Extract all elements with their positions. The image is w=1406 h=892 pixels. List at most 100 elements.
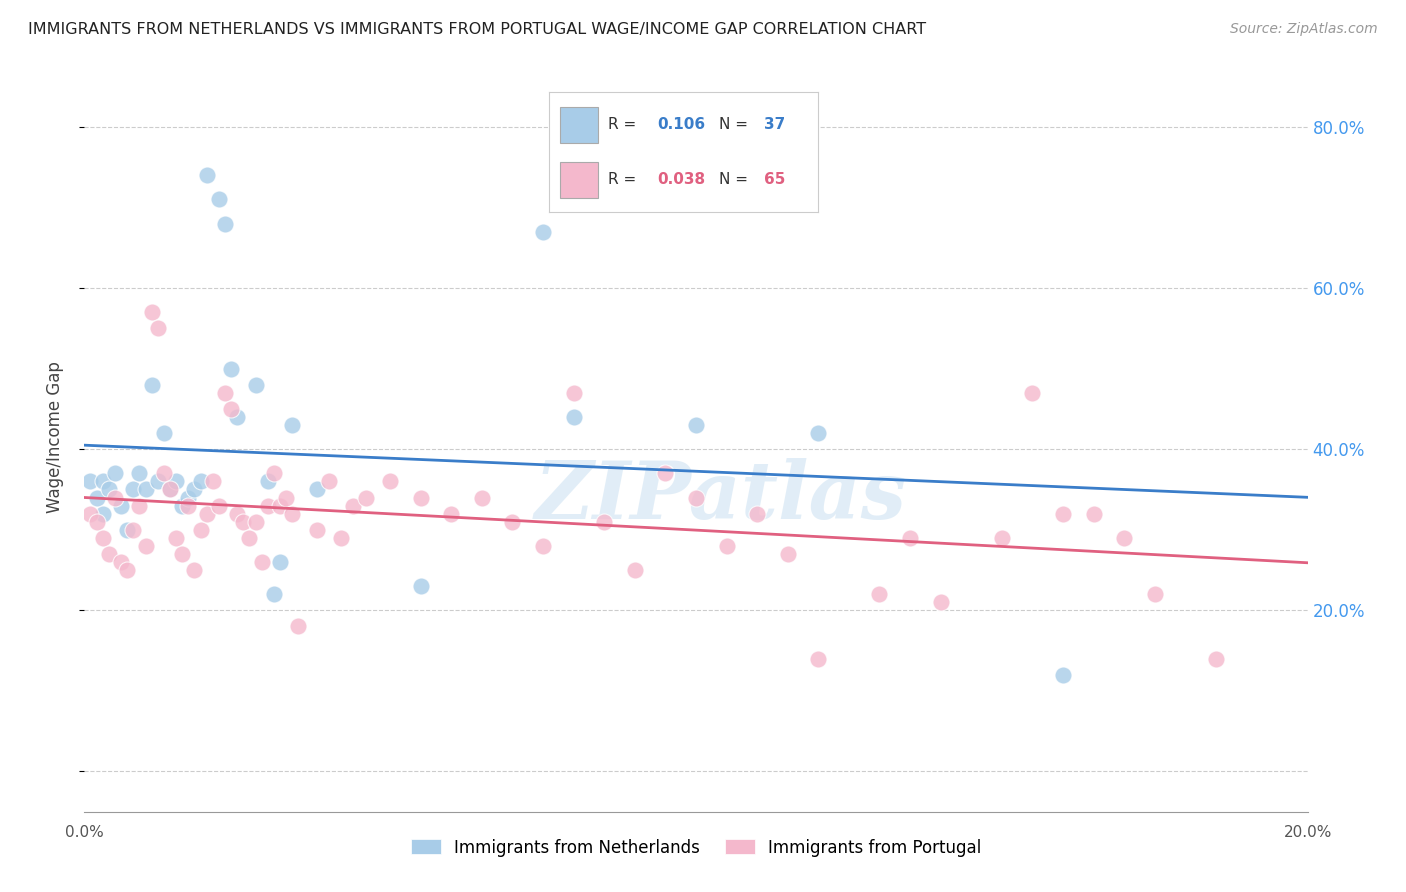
Point (177, 491, 200, 505)
Point (195, 507, 218, 521)
Text: Source: ZipAtlas.com: Source: ZipAtlas.com (1230, 22, 1378, 37)
Point (153, 467, 176, 481)
Point (79, 507, 101, 521)
Point (245, 377, 267, 392)
Point (91, 531, 114, 545)
Point (128, 499, 150, 513)
Point (190, 475, 212, 489)
Point (305, 483, 328, 497)
Point (257, 499, 280, 513)
Point (1052, 507, 1074, 521)
Point (330, 531, 353, 545)
Point (97, 483, 120, 497)
Point (991, 531, 1014, 545)
Point (226, 507, 249, 521)
Point (531, 225, 554, 239)
Point (165, 531, 187, 545)
Point (562, 409, 585, 424)
Point (97, 547, 120, 561)
Point (165, 475, 187, 489)
Point (159, 483, 181, 497)
Point (281, 417, 304, 432)
Point (747, 507, 769, 521)
Point (183, 563, 205, 577)
Point (409, 491, 432, 505)
Point (305, 523, 328, 537)
Point (115, 523, 138, 537)
Point (214, 217, 236, 231)
Point (257, 475, 280, 489)
Point (214, 385, 236, 400)
Point (86, 491, 108, 505)
Point (354, 491, 377, 505)
Point (135, 483, 157, 497)
Point (898, 531, 921, 545)
Point (232, 515, 254, 529)
Point (115, 563, 138, 577)
Point (716, 539, 738, 553)
Point (380, 475, 402, 489)
Point (79, 475, 101, 489)
Point (685, 417, 707, 432)
Point (122, 523, 145, 537)
Point (1143, 587, 1166, 601)
Point (1021, 385, 1043, 400)
Point (141, 305, 163, 319)
Text: ZIPatlas: ZIPatlas (534, 458, 907, 536)
Point (91, 507, 114, 521)
Point (146, 321, 169, 335)
Point (263, 467, 285, 481)
Point (685, 491, 707, 505)
Point (269, 499, 291, 513)
Point (562, 385, 585, 400)
Point (141, 377, 163, 392)
Point (409, 579, 432, 593)
Point (219, 361, 242, 376)
Point (86, 515, 108, 529)
Point (208, 193, 231, 207)
Text: IMMIGRANTS FROM NETHERLANDS VS IMMIGRANTS FROM PORTUGAL WAGE/INCOME GAP CORRELAT: IMMIGRANTS FROM NETHERLANDS VS IMMIGRANT… (28, 22, 927, 37)
Point (201, 475, 224, 489)
Point (1205, 651, 1227, 665)
Point (342, 499, 364, 513)
Legend: Immigrants from Netherlands, Immigrants from Portugal: Immigrants from Netherlands, Immigrants … (404, 832, 988, 863)
Point (238, 531, 260, 545)
Point (531, 539, 554, 553)
Point (654, 467, 676, 481)
Point (190, 523, 212, 537)
Point (183, 483, 205, 497)
Point (146, 475, 169, 489)
Y-axis label: Wage/Income Gap: Wage/Income Gap (45, 361, 63, 513)
Point (110, 499, 132, 513)
Point (91, 475, 114, 489)
Point (208, 499, 231, 513)
Point (276, 491, 298, 505)
Point (263, 587, 285, 601)
Point (195, 168, 218, 182)
Point (807, 651, 830, 665)
Point (110, 555, 132, 569)
Point (807, 425, 830, 440)
Point (281, 507, 304, 521)
Point (287, 619, 309, 633)
Point (776, 547, 799, 561)
Point (471, 491, 494, 505)
Point (245, 515, 267, 529)
Point (869, 587, 891, 601)
Point (122, 483, 145, 497)
Point (269, 555, 291, 569)
Point (128, 467, 150, 481)
Point (219, 401, 242, 416)
Point (1052, 667, 1074, 681)
Point (153, 425, 176, 440)
Point (226, 409, 249, 424)
Point (172, 499, 194, 513)
Point (177, 499, 200, 513)
Point (440, 507, 463, 521)
Point (929, 595, 952, 609)
Point (135, 539, 157, 553)
Point (159, 483, 181, 497)
Point (104, 491, 127, 505)
Point (1083, 507, 1105, 521)
Point (624, 563, 647, 577)
